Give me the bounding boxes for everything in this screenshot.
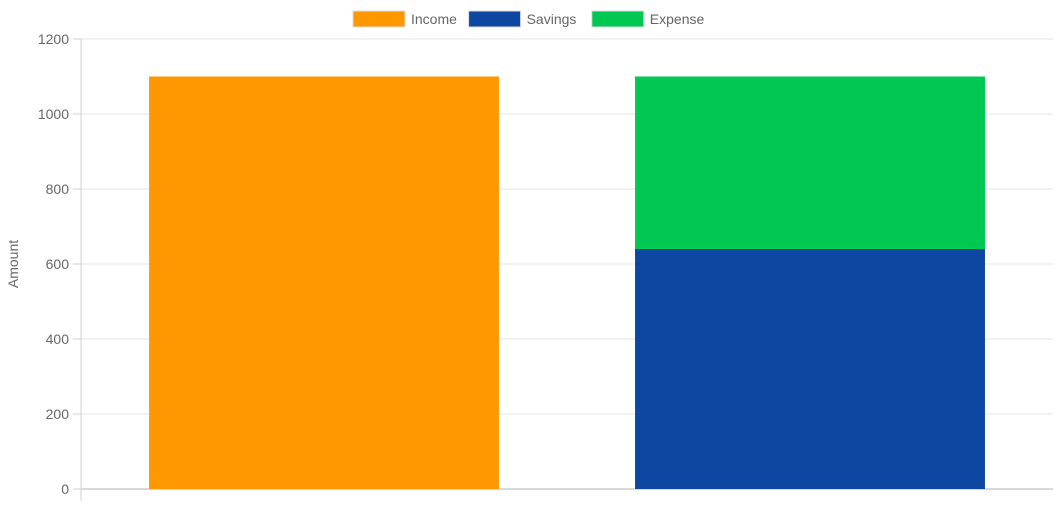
legend-swatch <box>591 10 645 28</box>
bar-layer <box>149 76 985 490</box>
y-tick-label: 1200 <box>38 31 69 47</box>
legend-label: Savings <box>527 11 577 27</box>
legend-swatch <box>468 10 522 28</box>
y-tick-label: 200 <box>46 406 70 422</box>
y-tick-label: 600 <box>46 256 70 272</box>
legend: Income Savings Expense <box>352 10 705 28</box>
legend-item-income[interactable]: Income <box>352 10 457 28</box>
legend-item-savings[interactable]: Savings <box>468 10 577 28</box>
y-tick-label: 0 <box>61 481 69 497</box>
legend-item-expense[interactable]: Expense <box>591 10 705 28</box>
bar-expense[interactable] <box>635 76 985 250</box>
y-tick-label: 1000 <box>38 106 69 122</box>
y-axis-title: Amount <box>5 240 21 288</box>
y-tick-label: 800 <box>46 181 70 197</box>
legend-label: Income <box>411 11 457 27</box>
axis-layer: 0 200 400 600 800 1000 1200 <box>38 31 82 501</box>
legend-swatch <box>352 10 406 28</box>
bar-income[interactable] <box>149 76 499 490</box>
legend-label: Expense <box>650 11 705 27</box>
y-tick-label: 400 <box>46 331 70 347</box>
bar-savings[interactable] <box>635 249 985 489</box>
